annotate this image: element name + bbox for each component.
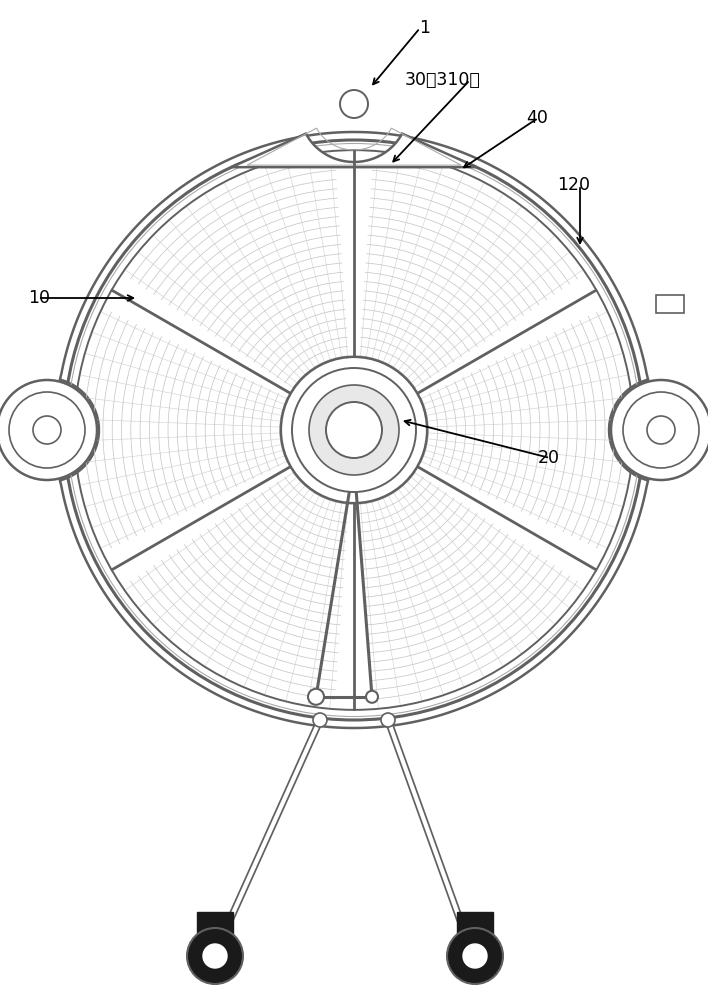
Circle shape bbox=[366, 691, 378, 703]
Circle shape bbox=[33, 416, 61, 444]
Text: 20: 20 bbox=[538, 449, 560, 467]
Text: 10: 10 bbox=[28, 289, 50, 307]
Circle shape bbox=[611, 380, 708, 480]
Text: 30（310）: 30（310） bbox=[404, 71, 480, 89]
Circle shape bbox=[9, 392, 85, 468]
Text: 120: 120 bbox=[557, 176, 590, 194]
Circle shape bbox=[0, 380, 97, 480]
Text: 40: 40 bbox=[526, 109, 548, 127]
Circle shape bbox=[326, 402, 382, 458]
Circle shape bbox=[187, 928, 243, 984]
Circle shape bbox=[281, 357, 427, 503]
Circle shape bbox=[308, 689, 324, 705]
Bar bbox=[457, 912, 493, 944]
Circle shape bbox=[64, 140, 644, 720]
Circle shape bbox=[340, 90, 368, 118]
Circle shape bbox=[203, 944, 227, 968]
Circle shape bbox=[309, 385, 399, 475]
Circle shape bbox=[381, 713, 395, 727]
Circle shape bbox=[292, 368, 416, 492]
Circle shape bbox=[647, 416, 675, 444]
FancyBboxPatch shape bbox=[656, 295, 684, 313]
Text: 1: 1 bbox=[419, 19, 430, 37]
Circle shape bbox=[447, 928, 503, 984]
Bar bbox=[197, 912, 233, 944]
Circle shape bbox=[313, 713, 327, 727]
Circle shape bbox=[463, 944, 487, 968]
Circle shape bbox=[623, 392, 699, 468]
Polygon shape bbox=[232, 134, 476, 167]
